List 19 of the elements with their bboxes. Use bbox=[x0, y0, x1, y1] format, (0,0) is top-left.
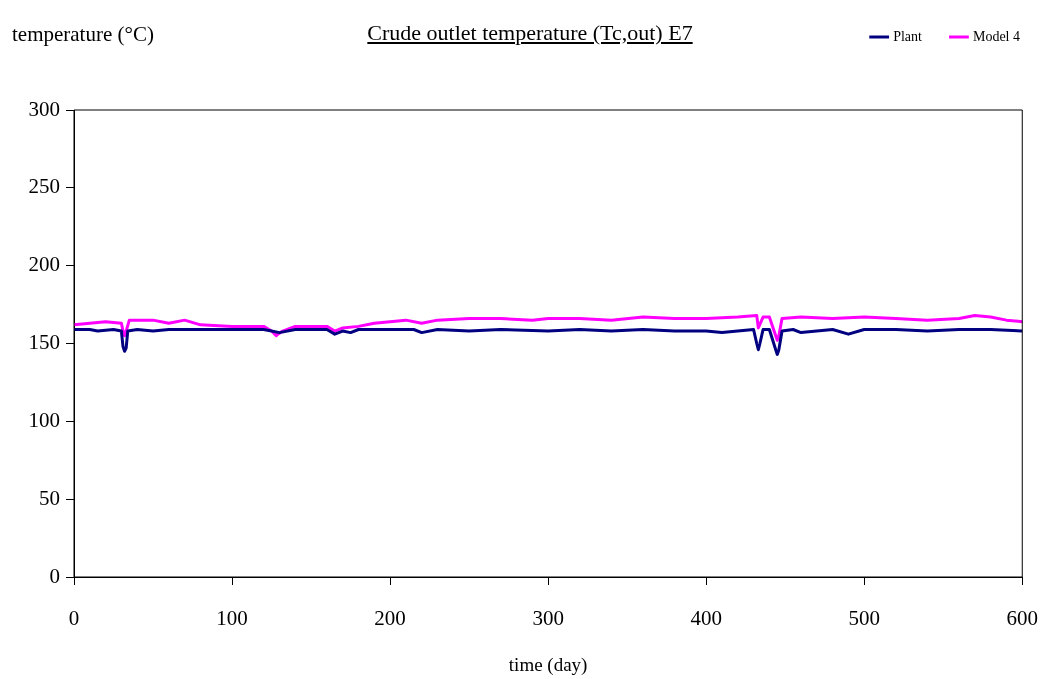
legend-label: Plant bbox=[893, 28, 923, 44]
x-tick-label: 600 bbox=[1006, 606, 1038, 631]
y-tick-label: 150 bbox=[28, 330, 60, 355]
legend-label: Model 4 bbox=[972, 28, 1021, 44]
x-tick-label: 200 bbox=[374, 606, 406, 631]
y-tick-label: 300 bbox=[28, 96, 60, 121]
y-tick-label: 50 bbox=[39, 485, 60, 510]
y-tick-label: 250 bbox=[28, 174, 60, 199]
y-tick-label: 100 bbox=[28, 407, 60, 432]
x-tick-label: 400 bbox=[690, 606, 722, 631]
x-tick-label: 100 bbox=[216, 606, 248, 631]
chart-title: Crude outlet temperature (Tc,out) E7 bbox=[367, 20, 693, 45]
x-axis-title: time (day) bbox=[508, 653, 588, 676]
y-tick-label: 0 bbox=[49, 563, 60, 588]
x-tick-label: 0 bbox=[68, 606, 80, 631]
y-tick-label: 200 bbox=[28, 252, 60, 277]
x-tick-label: 500 bbox=[848, 606, 880, 631]
x-tick-label: 300 bbox=[532, 606, 564, 631]
y-axis-title: temperature (°C) bbox=[12, 22, 154, 47]
